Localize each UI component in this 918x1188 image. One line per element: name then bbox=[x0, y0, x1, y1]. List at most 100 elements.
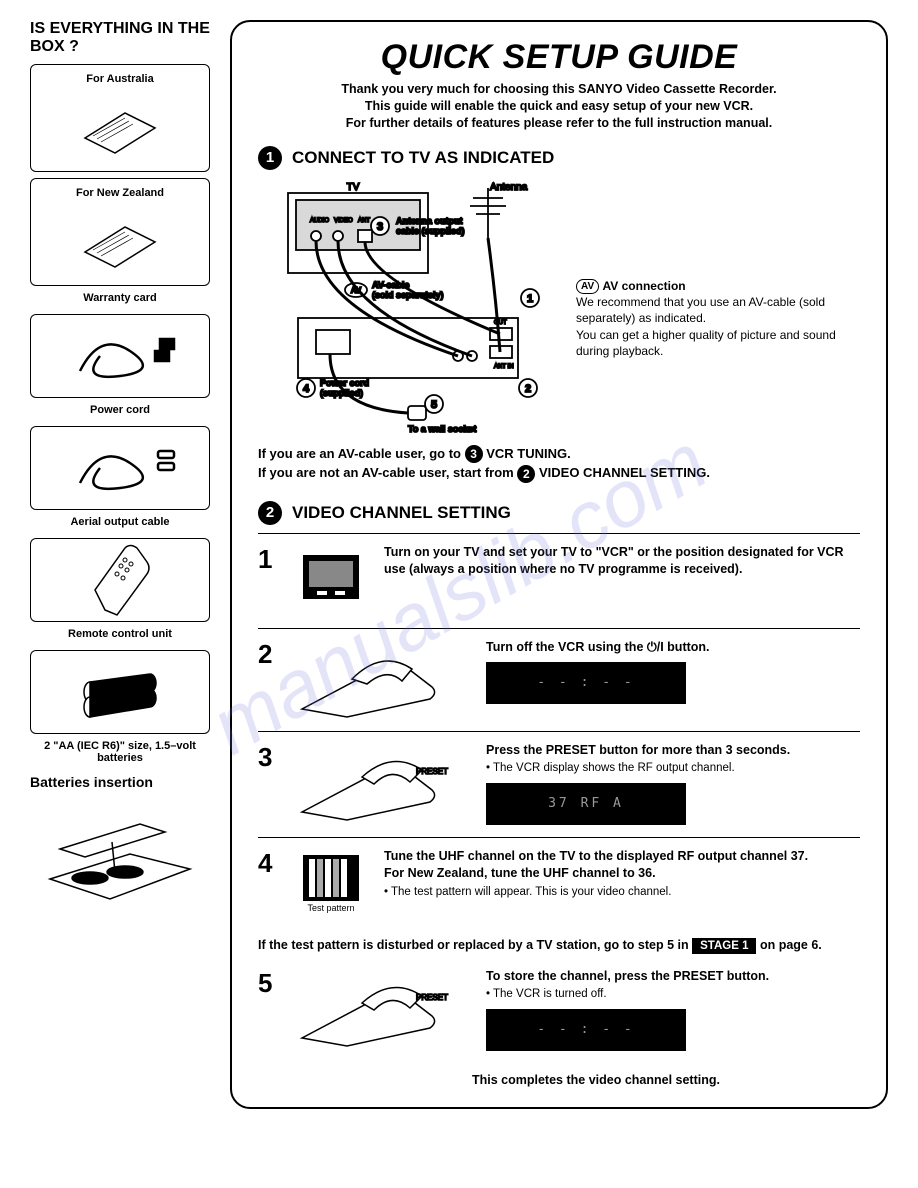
section2-badge: 2 bbox=[258, 501, 282, 525]
power-cord-icon bbox=[37, 321, 203, 391]
step-row-4: 4 Test pattern Tune the UHF channel on t… bbox=[258, 837, 860, 932]
main-title: QUICK SETUP GUIDE bbox=[258, 38, 860, 77]
step-row-3: 3 PRESET Press the PRESET button for mor… bbox=[258, 731, 860, 837]
box-item-australia: For Australia bbox=[30, 64, 210, 172]
step-text: Press the PRESET button for more than 3 … bbox=[486, 742, 860, 825]
vcr-display: - - : - - bbox=[486, 1009, 686, 1051]
main-intro: Thank you very much for choosing this SA… bbox=[258, 81, 860, 132]
section2-title: VIDEO CHANNEL SETTING bbox=[292, 503, 511, 523]
branching-text: If you are an AV-cable user, go to 3 VCR… bbox=[258, 444, 860, 483]
svg-text:5: 5 bbox=[431, 399, 437, 411]
svg-text:cable (supplied): cable (supplied) bbox=[396, 226, 465, 236]
av-note-text: We recommend that you use an AV-cable (s… bbox=[576, 295, 836, 358]
av-badge: AV bbox=[576, 279, 599, 295]
svg-text:PRESET: PRESET bbox=[416, 993, 448, 1002]
connection-diagram: TV AUDIO VIDEO ANT Antenna bbox=[258, 178, 860, 428]
step-row-5: 5 PRESET To store the channel, press the… bbox=[258, 958, 860, 1063]
intro-line: Thank you very much for choosing this SA… bbox=[341, 82, 776, 96]
step-num: 1 bbox=[258, 544, 278, 616]
final-text: This completes the video channel setting… bbox=[472, 1073, 860, 1087]
test-pattern-icon: Test pattern bbox=[292, 848, 370, 920]
interject-text: If the test pattern is disturbed or repl… bbox=[258, 938, 860, 954]
step-num: 4 bbox=[258, 848, 278, 920]
step-row-1: 1 Turn on your TV and set your TV to "VC… bbox=[258, 533, 860, 628]
section2-head: 2 VIDEO CHANNEL SETTING bbox=[258, 501, 860, 525]
connection-diagram-illus: TV AUDIO VIDEO ANT Antenna bbox=[258, 178, 558, 428]
stage-pill: STAGE 1 bbox=[692, 938, 756, 954]
step-text: Tune the UHF channel on the TV to the di… bbox=[384, 848, 860, 920]
section1-badge: 1 bbox=[258, 146, 282, 170]
step-num: 3 bbox=[258, 742, 278, 825]
test-pattern-caption: Test pattern bbox=[307, 903, 354, 913]
remote-icon bbox=[37, 545, 203, 615]
svg-text:Antenna: Antenna bbox=[490, 182, 528, 193]
step-text: Turn on your TV and set your TV to "VCR"… bbox=[384, 544, 860, 616]
batteries-icon bbox=[37, 657, 203, 727]
step-row-2: 2 Turn off the VCR using the ⏻/I button.… bbox=[258, 628, 860, 731]
batteries-insertion-title: Batteries insertion bbox=[30, 774, 210, 790]
step-bold: Press the PRESET button for more than 3 … bbox=[486, 743, 790, 757]
step-note: • The test pattern will appear. This is … bbox=[384, 886, 671, 898]
sidebar-title: IS EVERYTHING IN THE BOX ? bbox=[30, 20, 210, 56]
interject-a: If the test pattern is disturbed or repl… bbox=[258, 938, 692, 952]
remote-press-icon bbox=[292, 639, 472, 719]
svg-text:PRESET: PRESET bbox=[416, 767, 448, 776]
vcr-display: - - : - - bbox=[486, 662, 686, 704]
branch-2a: If you are not an AV-cable user, start f… bbox=[258, 465, 517, 480]
aerial-cable-icon bbox=[37, 433, 203, 503]
step-bold: To store the channel, press the PRESET b… bbox=[486, 969, 769, 983]
svg-text:ANT: ANT bbox=[358, 218, 370, 224]
svg-text:To a wall socket: To a wall socket bbox=[408, 424, 476, 434]
svg-text:1: 1 bbox=[527, 293, 533, 305]
box-item-nz: For New Zealand bbox=[30, 178, 210, 286]
svg-text:Power cord: Power cord bbox=[320, 378, 369, 388]
tv-icon bbox=[292, 544, 370, 616]
step-num: 2 bbox=[258, 639, 278, 719]
intro-line: For further details of features please r… bbox=[346, 116, 772, 130]
branch-2b: VIDEO CHANNEL SETTING. bbox=[539, 465, 710, 480]
box-label: For Australia bbox=[37, 73, 203, 85]
section1-head: 1 CONNECT TO TV AS INDICATED bbox=[258, 146, 860, 170]
av-connection-note: AV AV connection We recommend that you u… bbox=[576, 178, 860, 428]
av-note-title: AV connection bbox=[603, 279, 686, 293]
step-note: • The VCR is turned off. bbox=[486, 988, 607, 1000]
box-caption: 2 "AA (IEC R6)" size, 1.5–volt batteries bbox=[30, 740, 210, 764]
batteries-insertion-icon bbox=[30, 794, 210, 904]
main-panel: QUICK SETUP GUIDE Thank you very much fo… bbox=[230, 20, 888, 1109]
svg-text:VIDEO: VIDEO bbox=[334, 218, 353, 224]
step-note: • The VCR display shows the RF output ch… bbox=[486, 762, 735, 774]
svg-text:2: 2 bbox=[525, 383, 531, 395]
svg-text:AUDIO: AUDIO bbox=[310, 218, 329, 224]
svg-text:3: 3 bbox=[377, 221, 383, 233]
warranty-card-aus-icon bbox=[37, 95, 203, 165]
intro-line: This guide will enable the quick and eas… bbox=[365, 99, 753, 113]
interject-b: on page 6. bbox=[760, 938, 822, 952]
section1-title: CONNECT TO TV AS INDICATED bbox=[292, 148, 554, 168]
svg-text:(sold separately): (sold separately) bbox=[372, 290, 444, 300]
box-item-batteries bbox=[30, 650, 210, 734]
svg-text:Antenna output: Antenna output bbox=[396, 216, 463, 226]
branch-badge-2: 2 bbox=[517, 465, 535, 483]
step-bold: Tune the UHF channel on the TV to the di… bbox=[384, 849, 808, 863]
branch-1a: If you are an AV-cable user, go to bbox=[258, 446, 465, 461]
sidebar: IS EVERYTHING IN THE BOX ? For Australia… bbox=[30, 20, 210, 1109]
box-caption: Aerial output cable bbox=[30, 516, 210, 528]
svg-text:ANT IN: ANT IN bbox=[494, 364, 514, 370]
box-item-remote bbox=[30, 538, 210, 622]
box-label: For New Zealand bbox=[37, 187, 203, 199]
box-item-powercord bbox=[30, 314, 210, 398]
step-bold: Turn off the VCR using the ⏻/I button. bbox=[486, 640, 710, 654]
branch-1b: VCR TUNING. bbox=[486, 446, 571, 461]
step-text: Turn off the VCR using the ⏻/I button. -… bbox=[486, 639, 860, 719]
remote-press-icon: PRESET bbox=[292, 742, 472, 822]
remote-press-icon: PRESET bbox=[292, 968, 472, 1048]
box-caption: Power cord bbox=[30, 404, 210, 416]
branch-badge-3: 3 bbox=[465, 445, 483, 463]
step-bold: For New Zealand, tune the UHF channel to… bbox=[384, 866, 656, 880]
box-caption: Warranty card bbox=[30, 292, 210, 304]
step-num: 5 bbox=[258, 968, 278, 1051]
svg-text:4: 4 bbox=[303, 383, 310, 395]
vcr-display: 37 RF A bbox=[486, 783, 686, 825]
box-caption: Remote control unit bbox=[30, 628, 210, 640]
warranty-card-nz-icon bbox=[37, 209, 203, 279]
